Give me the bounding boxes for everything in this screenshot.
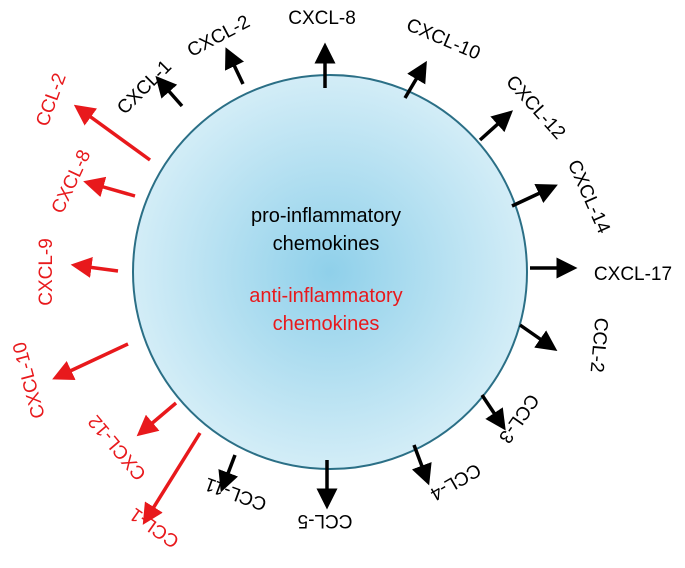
anti-arrow xyxy=(73,104,152,162)
pro-chemokine-label: CCL-3 xyxy=(494,390,543,447)
anti-arrow xyxy=(136,401,178,437)
cell xyxy=(132,74,528,470)
pro-chemokine-label: CXCL-2 xyxy=(184,11,254,61)
anti-chemokine-label: CXCL-10 xyxy=(9,340,50,421)
pro-arrow xyxy=(480,394,506,431)
pro-chemokine-label: CXCL-17 xyxy=(594,264,672,285)
anti-arrow xyxy=(52,342,129,381)
pro-arrow xyxy=(403,60,427,99)
pro-chemokine-label: CXCL-1 xyxy=(113,56,176,119)
arrows xyxy=(52,42,578,525)
anti-chemokine-label: CCL-1 xyxy=(126,503,183,552)
pro-chemokine-label: CCL-11 xyxy=(202,473,269,515)
pro-chemokine-label: CXCL-14 xyxy=(563,157,614,237)
pro-arrow xyxy=(218,454,239,493)
anti-chemokine-label: CXCL-9 xyxy=(36,238,57,306)
pro-label-line2: chemokines xyxy=(273,233,380,255)
anti-label-line2: chemokines xyxy=(273,313,380,335)
anti-arrow xyxy=(142,432,202,525)
pro-label-line1: pro-inflammatory xyxy=(251,205,401,227)
anti-arrow xyxy=(83,176,136,198)
pro-chemokine-label: CXCL-8 xyxy=(288,8,356,29)
pro-chemokine-label: CCL-5 xyxy=(298,510,353,531)
anti-chemokine-label: CXCL-8 xyxy=(48,147,96,217)
pro-arrow xyxy=(225,47,245,85)
pro-arrow xyxy=(519,323,558,351)
pro-chemokine-label: CCL-2 xyxy=(586,317,612,374)
anti-chemokine-label: CXCL-12 xyxy=(84,411,150,484)
pro-arrow xyxy=(411,444,432,486)
pro-arrow xyxy=(478,110,514,142)
pro-chemokine-label: CCL-4 xyxy=(426,459,484,505)
anti-arrow xyxy=(70,257,119,278)
anti-chemokine-label: CCL-2 xyxy=(32,70,71,129)
pro-arrow xyxy=(155,75,184,108)
pro-chemokine-label: CXCL-12 xyxy=(501,72,569,144)
pro-chemokine-label: CXCL-10 xyxy=(403,15,483,65)
pro-arrow xyxy=(511,183,558,208)
anti-label-line1: anti-inflammatory xyxy=(249,285,402,307)
